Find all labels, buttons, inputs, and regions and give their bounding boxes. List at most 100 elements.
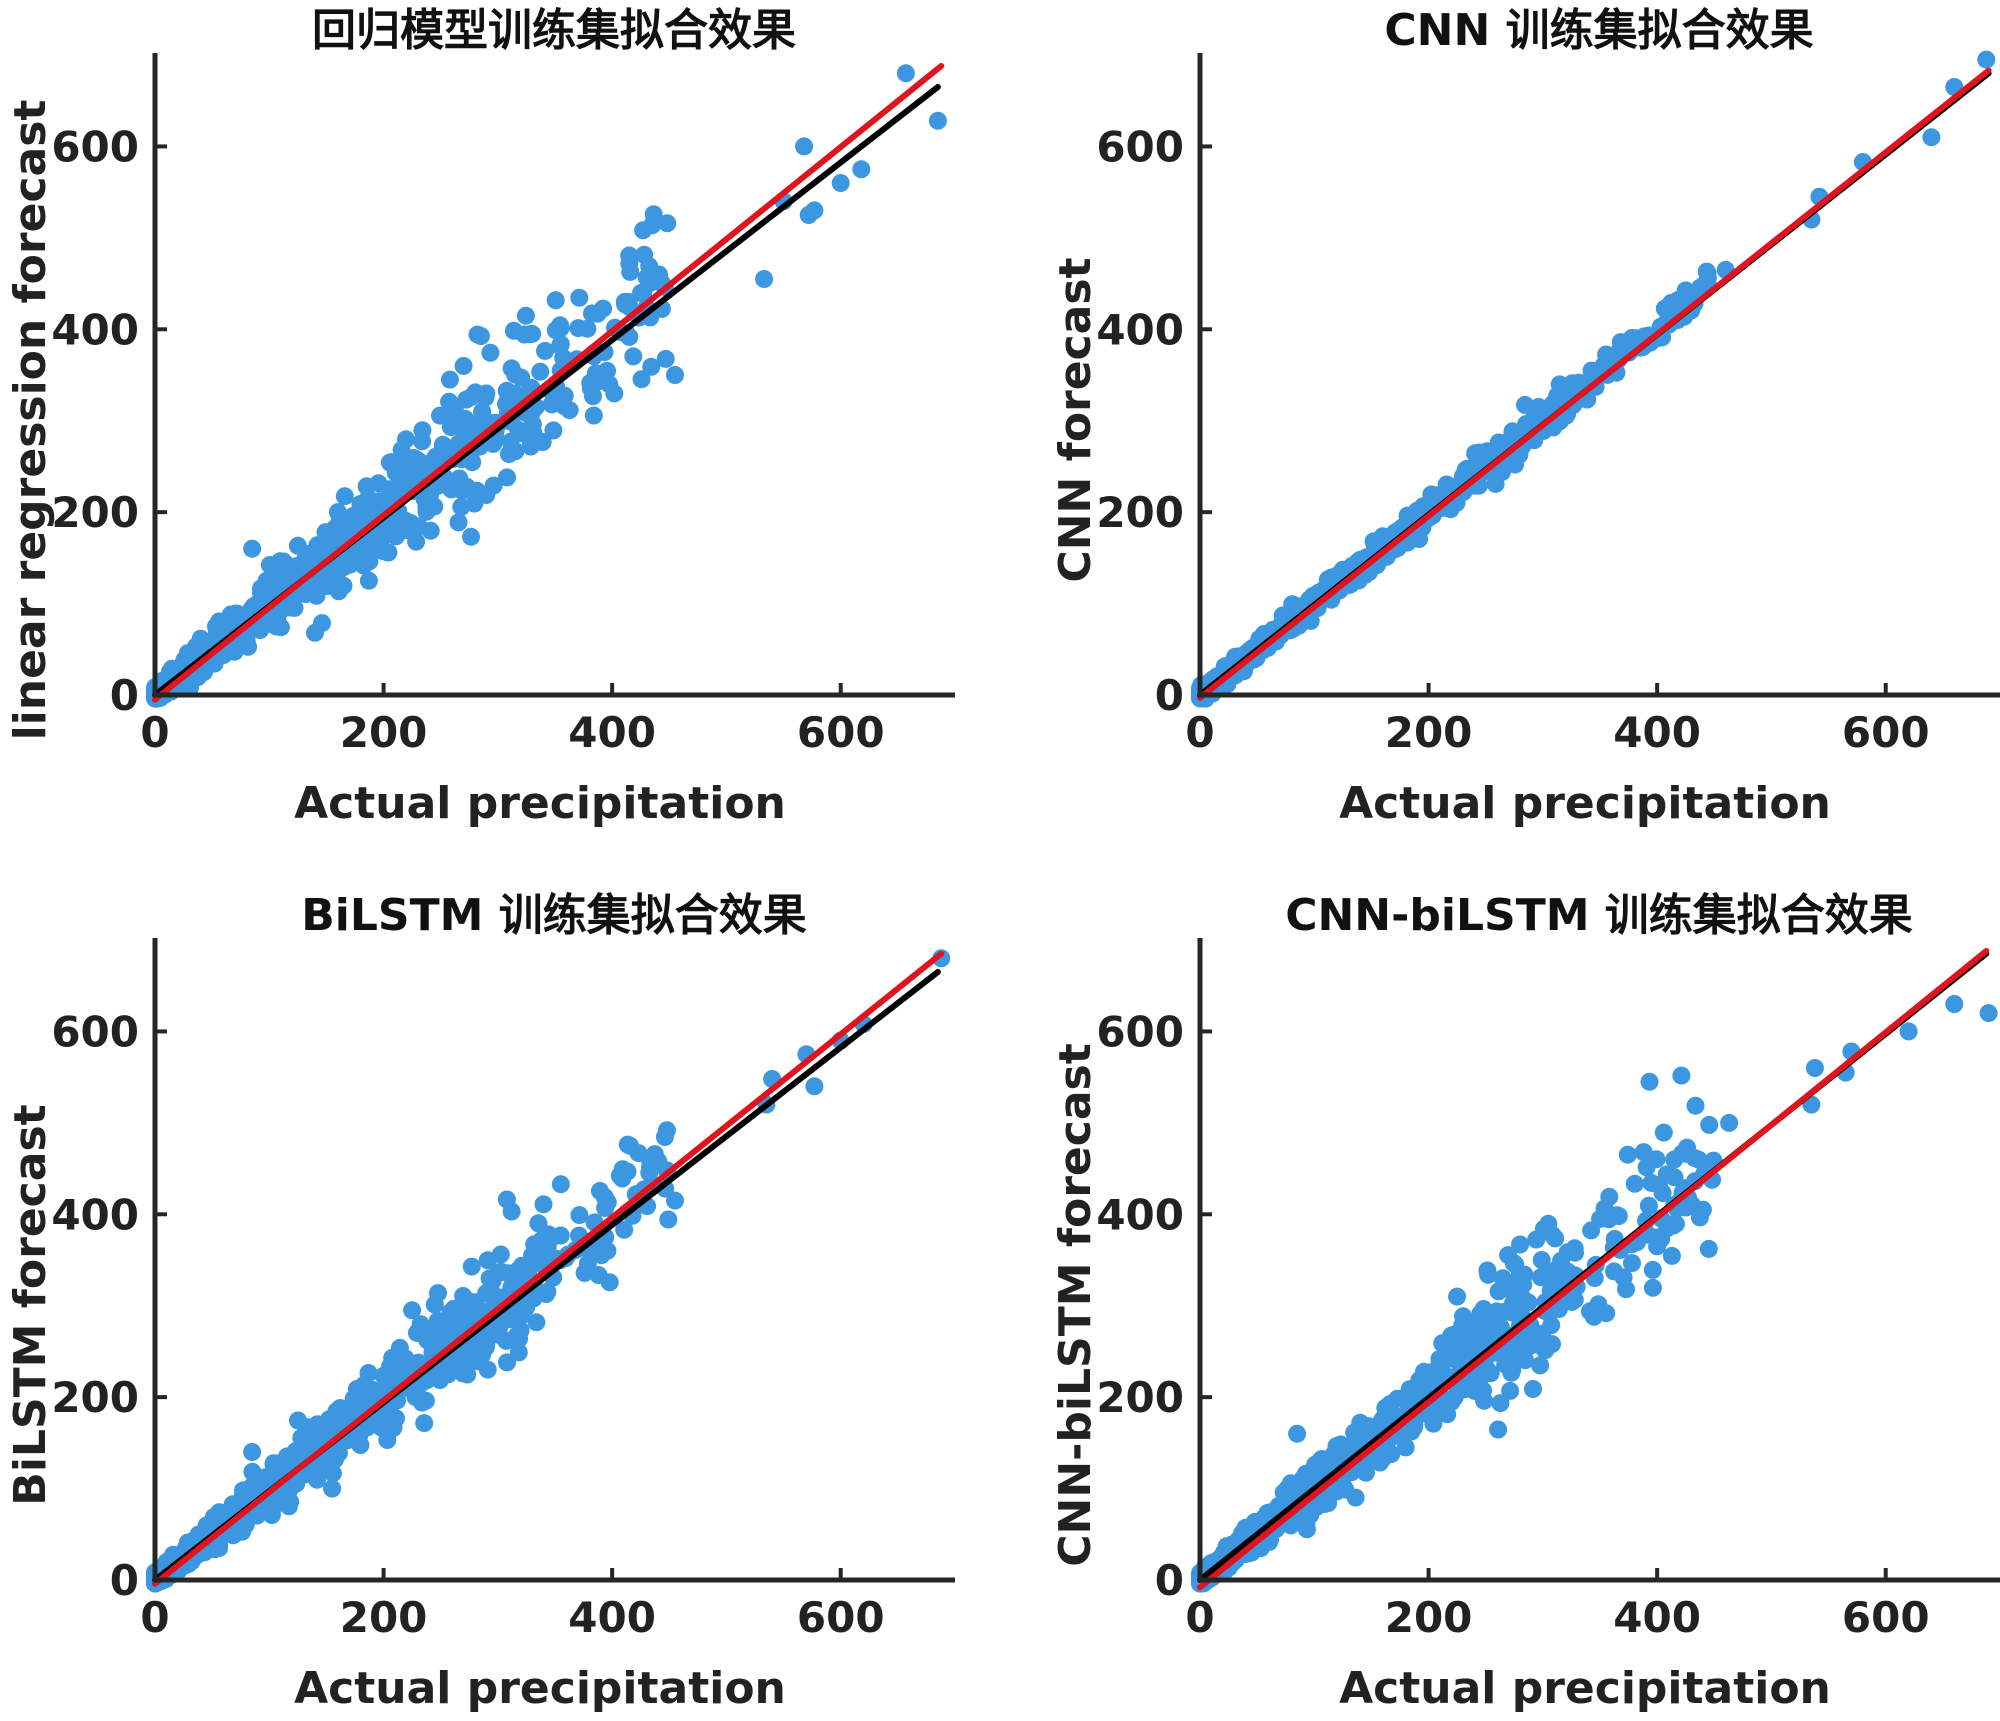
data-point [1474, 1300, 1493, 1318]
data-point [1542, 1316, 1561, 1335]
panel-1: 0 200 400 600 0 200 400 600 回归模型训练集拟合效果 Actual … [5, 5, 955, 829]
data-point [1539, 1214, 1558, 1233]
data-point [551, 1175, 570, 1194]
data-point [450, 469, 469, 488]
data-point [416, 1391, 435, 1410]
data-point [477, 486, 496, 504]
y-tick-label: 200 [51, 488, 139, 537]
panel-1-axes: 0 200 400 600 0 200 400 600 [51, 53, 955, 757]
data-point [466, 383, 485, 402]
data-point [546, 291, 565, 310]
data-point [666, 366, 684, 384]
data-point [483, 1271, 502, 1290]
data-point [644, 205, 663, 224]
data-point [1979, 1004, 1998, 1023]
data-point [271, 552, 289, 571]
data-point [1654, 1123, 1673, 1142]
x-tick-label: 400 [568, 1593, 656, 1642]
data-point [1666, 1214, 1685, 1233]
data-point [1693, 1200, 1712, 1219]
data-point [1562, 1292, 1581, 1311]
x-tick-label: 200 [340, 1593, 428, 1642]
data-point [600, 1273, 619, 1292]
data-point [569, 319, 588, 338]
data-point [506, 365, 525, 384]
data-point [534, 1195, 553, 1214]
data-point [1532, 1251, 1551, 1269]
data-point [325, 519, 344, 538]
data-point [453, 1300, 472, 1319]
data-point [481, 343, 500, 362]
panel-3-x-axis-label: Actual precipitation [294, 1663, 786, 1714]
data-point [1611, 333, 1630, 352]
panel-1-x-axis-label: Actual precipitation [294, 778, 786, 829]
data-point [646, 1155, 665, 1173]
x-tick-label: 0 [140, 1593, 169, 1642]
y-tick-label: 600 [51, 1007, 139, 1056]
data-point [1650, 1176, 1668, 1195]
data-point [1531, 1356, 1550, 1375]
data-point [658, 214, 677, 233]
data-point [369, 474, 388, 493]
data-point [510, 1329, 528, 1348]
data-point [1591, 1209, 1609, 1228]
data-point [1671, 292, 1689, 311]
y-tick-label: 200 [1096, 1373, 1184, 1422]
data-point [896, 64, 915, 83]
y-tick-label: 400 [1096, 1190, 1184, 1239]
data-point [498, 1353, 516, 1372]
panel-3-y-axis-label: BiLSTM forecast [5, 1104, 56, 1505]
data-point [1499, 1246, 1518, 1265]
x-tick-label: 0 [1185, 708, 1214, 757]
data-point [657, 1121, 676, 1140]
y-tick-label: 600 [1096, 122, 1184, 171]
data-point [1529, 397, 1548, 416]
data-point [413, 432, 432, 451]
data-point [799, 206, 818, 224]
data-point [1398, 507, 1417, 526]
data-point [308, 1415, 327, 1434]
data-point [795, 137, 814, 156]
data-point [570, 288, 589, 307]
data-point [468, 325, 487, 344]
data-point [1543, 1335, 1561, 1354]
y-tick-label: 0 [1155, 1556, 1184, 1605]
data-point [400, 456, 419, 475]
data-point [1643, 1260, 1662, 1279]
data-point [416, 454, 434, 473]
y-tick-label: 0 [110, 1556, 139, 1605]
data-point [1699, 1239, 1718, 1258]
data-point [598, 1193, 617, 1212]
data-point [1456, 1342, 1475, 1361]
panel-2-x-axis-label: Actual precipitation [1339, 778, 1831, 829]
data-point [1639, 1196, 1658, 1215]
data-point [1643, 1278, 1662, 1297]
panel-3: 0 200 400 600 0 200 400 600 BiLSTM 训练集拟合效果 Actu… [5, 890, 955, 1714]
data-point [1634, 1143, 1653, 1162]
data-point [256, 1468, 275, 1487]
fit-line [1197, 67, 1992, 701]
data-point [397, 430, 415, 449]
data-point [359, 542, 377, 561]
data-point [624, 347, 643, 366]
data-point [1524, 1380, 1542, 1398]
x-tick-label: 0 [140, 708, 169, 757]
data-point [1672, 1144, 1691, 1163]
data-point [1466, 444, 1485, 463]
data-point [551, 1226, 570, 1245]
data-point [372, 1418, 391, 1437]
data-point [1489, 1420, 1508, 1439]
data-point [498, 468, 516, 487]
data-point [1516, 395, 1534, 414]
panel-4-lines [1197, 947, 1990, 1591]
x-tick-label: 600 [1842, 1593, 1930, 1642]
data-point [805, 1077, 824, 1096]
x-tick-label: 200 [1385, 708, 1473, 757]
y-tick-label: 400 [1096, 305, 1184, 354]
data-point [1720, 1113, 1739, 1132]
data-point [328, 503, 347, 522]
fit-line [1197, 947, 1990, 1591]
data-point [1493, 1269, 1512, 1288]
data-point [1625, 1174, 1644, 1193]
